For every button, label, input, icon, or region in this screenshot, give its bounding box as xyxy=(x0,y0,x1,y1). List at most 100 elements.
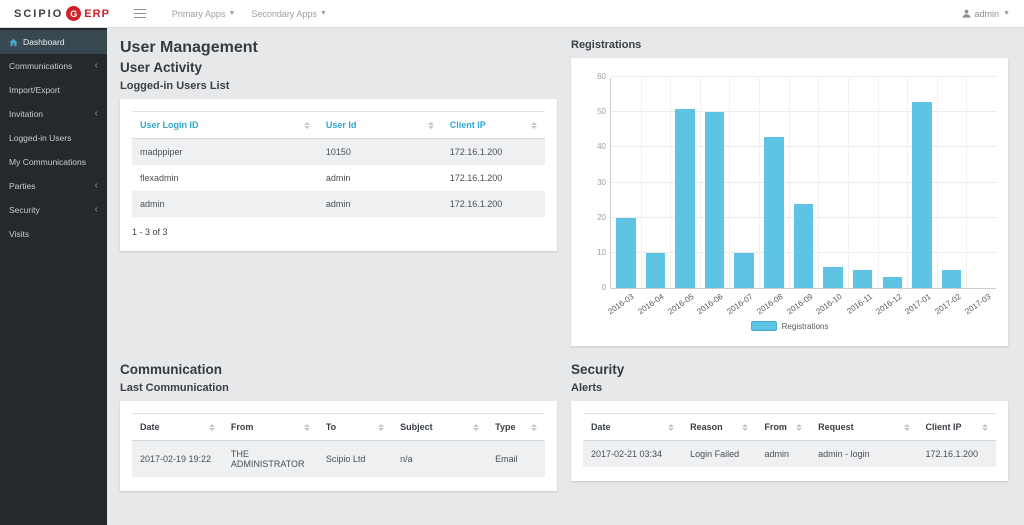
column-header-label: From xyxy=(764,422,787,432)
last-communication-table: Date From ToSubjectType 2017-02-19 19:22THE… xyxy=(132,413,545,477)
sidebar-item-label: Communications xyxy=(9,61,72,71)
sidebar-item-label: Invitation xyxy=(9,109,43,119)
y-axis-tick-label: 50 xyxy=(597,107,606,116)
column-header[interactable]: Client IP xyxy=(918,414,997,441)
table-cell: 172.16.1.200 xyxy=(442,165,545,191)
column-header[interactable]: Date xyxy=(583,414,682,441)
x-axis-tick: 2016-12 xyxy=(877,289,907,319)
table-row: flexadminadmin172.16.1.200 xyxy=(132,165,545,191)
bar-2016-03 xyxy=(616,218,636,288)
y-axis-tick-label: 30 xyxy=(597,178,606,187)
table-cell: 2017-02-21 03:34 xyxy=(583,441,682,468)
table-cell-link[interactable]: admin - login xyxy=(810,441,917,468)
x-axis-tick-label: 2016-09 xyxy=(785,292,814,316)
sidebar-item-logged-in-users[interactable]: Logged-in Users xyxy=(0,126,107,150)
menu-primary-apps[interactable]: Primary Apps ▼ xyxy=(172,9,235,19)
home-icon xyxy=(9,38,18,47)
column-header-label: From xyxy=(231,422,254,432)
column-header[interactable]: User Login ID xyxy=(132,112,318,139)
pagination-label: 1 - 3 of 3 xyxy=(132,227,545,237)
caret-down-icon: ▼ xyxy=(228,10,235,17)
scipio-erp-logo[interactable]: SCIPIO G ERP xyxy=(14,6,110,21)
x-axis-tick-label: 2016-08 xyxy=(755,292,784,316)
table-cell-link[interactable]: n/a xyxy=(392,441,487,478)
sort-icon[interactable] xyxy=(531,424,537,431)
sidebar-item-invitation[interactable]: Invitation ‹ xyxy=(0,102,107,126)
sort-icon[interactable] xyxy=(668,424,674,431)
sort-icon[interactable] xyxy=(796,424,802,431)
x-axis-tick-label: 2016-04 xyxy=(636,292,665,316)
chevron-left-icon: ‹ xyxy=(95,61,98,71)
subtitle-logged-in-users-list: Logged-in Users List xyxy=(120,80,557,92)
sidebar-item-label: My Communications xyxy=(9,157,86,167)
table-cell-link[interactable]: admin xyxy=(318,191,442,217)
column-header[interactable]: Request xyxy=(810,414,917,441)
bar-2016-10 xyxy=(823,267,843,288)
gridline xyxy=(611,76,996,77)
sidebar-item-my-communications[interactable]: My Communications xyxy=(0,150,107,174)
sort-icon[interactable] xyxy=(378,424,384,431)
bar-2016-07 xyxy=(734,253,754,288)
chevron-left-icon: ‹ xyxy=(95,181,98,191)
sidebar-item-label: Dashboard xyxy=(23,37,65,47)
column-header[interactable]: From xyxy=(756,414,810,441)
x-axis-tick-label: 2016-06 xyxy=(696,292,725,316)
bar-slot xyxy=(877,78,907,288)
sidebar-item-import-export[interactable]: Import/Export xyxy=(0,78,107,102)
table-row: madppiper10150172.16.1.200 xyxy=(132,139,545,166)
table-cell: flexadmin xyxy=(132,165,318,191)
bar-2016-05 xyxy=(675,109,695,288)
column-header-label: Date xyxy=(591,422,611,432)
column-header-label: Client IP xyxy=(926,422,962,432)
brand-name: SCIPIO xyxy=(14,8,63,20)
bar-slot xyxy=(848,78,878,288)
menu-secondary-apps[interactable]: Secondary Apps ▼ xyxy=(251,9,326,19)
sort-icon[interactable] xyxy=(304,424,310,431)
sidebar-item-dashboard[interactable]: Dashboard xyxy=(0,30,107,54)
table-cell: admin xyxy=(132,191,318,217)
sidebar-item-label: Parties xyxy=(9,181,35,191)
bar-slot xyxy=(641,78,671,288)
user-menu[interactable]: admin ▼ xyxy=(962,9,1010,19)
table-cell: 2017-02-19 19:22 xyxy=(132,441,223,478)
column-header[interactable]: Reason xyxy=(682,414,756,441)
hamburger-menu-icon[interactable] xyxy=(132,5,148,23)
bar-slot xyxy=(907,78,937,288)
table-cell-link[interactable]: 10150 xyxy=(318,139,442,166)
sort-icon[interactable] xyxy=(531,122,537,129)
x-axis-tick: 2016-04 xyxy=(640,289,670,319)
sidebar-item-security[interactable]: Security ‹ xyxy=(0,198,107,222)
table-cell-link[interactable]: THE ADMINISTRATOR xyxy=(223,441,318,478)
bar-slot xyxy=(729,78,759,288)
sort-icon[interactable] xyxy=(473,424,479,431)
table-cell-link[interactable]: admin xyxy=(318,165,442,191)
section-title-user-activity: User Activity xyxy=(120,60,557,75)
sort-icon[interactable] xyxy=(982,424,988,431)
column-header[interactable]: Subject xyxy=(392,414,487,441)
sidebar-item-visits[interactable]: Visits xyxy=(0,222,107,246)
sort-icon[interactable] xyxy=(209,424,215,431)
sidebar-item-label: Visits xyxy=(9,229,29,239)
sort-icon[interactable] xyxy=(428,122,434,129)
legend-label: Registrations xyxy=(782,322,829,331)
table-row: 2017-02-21 03:34Login Failedadminadmin -… xyxy=(583,441,996,468)
user-icon xyxy=(962,9,971,18)
table-cell-link[interactable]: Scipio Ltd xyxy=(318,441,392,478)
x-axis-tick-label: 2016-03 xyxy=(607,292,636,316)
sidebar-item-communications[interactable]: Communications ‹ xyxy=(0,54,107,78)
column-header[interactable]: Type xyxy=(487,414,545,441)
sidebar-item-parties[interactable]: Parties ‹ xyxy=(0,174,107,198)
bar-2016-06 xyxy=(705,112,725,288)
column-header[interactable]: Client IP xyxy=(442,112,545,139)
sort-icon[interactable] xyxy=(742,424,748,431)
column-header[interactable]: From xyxy=(223,414,318,441)
sort-icon[interactable] xyxy=(904,424,910,431)
column-header[interactable]: Date xyxy=(132,414,223,441)
subtitle-last-communication: Last Communication xyxy=(120,382,557,394)
sort-icon[interactable] xyxy=(304,122,310,129)
column-header-label: Date xyxy=(140,422,160,432)
column-header[interactable]: User Id xyxy=(318,112,442,139)
column-header[interactable]: To xyxy=(318,414,392,441)
scipio-logo-icon: G xyxy=(66,6,81,21)
section-title-security: Security xyxy=(571,362,1008,377)
